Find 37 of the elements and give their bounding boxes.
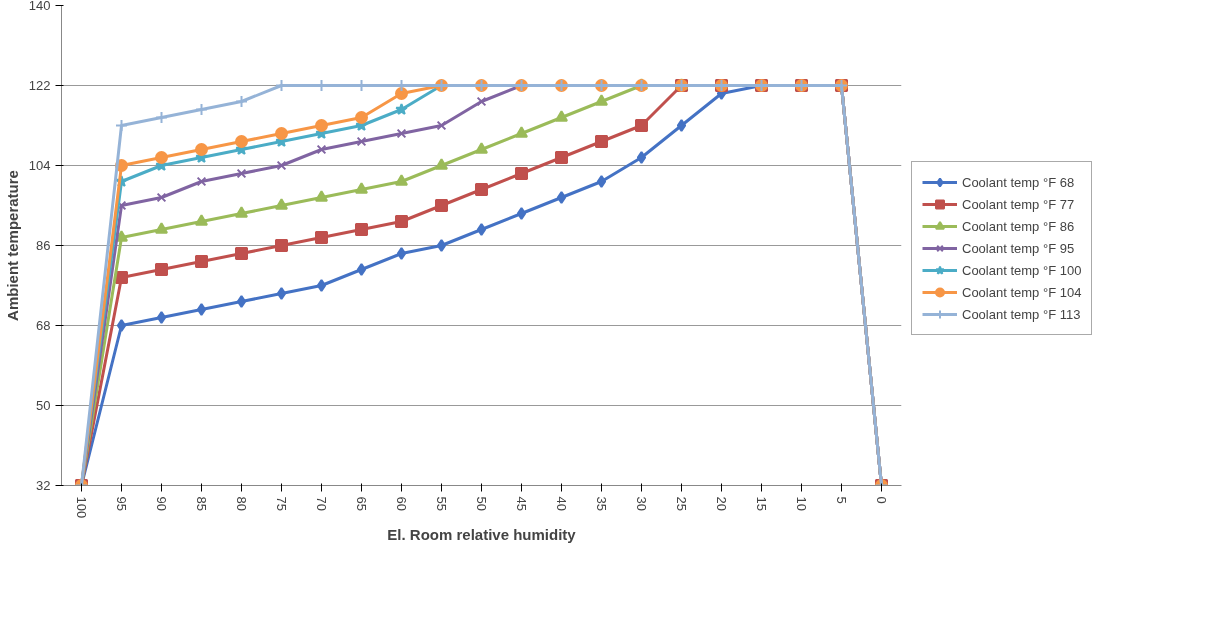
y-tick-label: 68 bbox=[36, 318, 51, 333]
y-tick-label: 50 bbox=[36, 398, 51, 413]
x-tick-label: 40 bbox=[554, 496, 569, 511]
y-tick-label: 140 bbox=[28, 0, 51, 13]
legend-label: Coolant temp °F 104 bbox=[962, 284, 1082, 300]
x-tick-label: 80 bbox=[234, 496, 249, 511]
legend-label: Coolant temp °F 113 bbox=[962, 306, 1081, 322]
legend-label: Coolant temp °F 77 bbox=[962, 196, 1075, 212]
legend-label: Coolant temp °F 68 bbox=[962, 174, 1075, 190]
x-tick-label: 70 bbox=[314, 496, 329, 511]
legend-label: Coolant temp °F 86 bbox=[962, 218, 1075, 234]
x-tick-label: 45 bbox=[514, 496, 529, 511]
x-tick-label: 95 bbox=[114, 496, 129, 511]
y-tick-label: 104 bbox=[28, 158, 51, 173]
x-tick-label: 35 bbox=[594, 496, 609, 511]
x-tick-label: 100 bbox=[74, 496, 89, 519]
y-axis-title: Ambient temperature bbox=[3, 170, 21, 321]
x-tick-label: 5 bbox=[834, 496, 849, 504]
x-tick-label: 65 bbox=[354, 496, 369, 511]
x-tick-label: 25 bbox=[674, 496, 689, 511]
y-tick-label: 32 bbox=[36, 478, 51, 493]
x-axis-title: El. Room relative humidity bbox=[387, 526, 577, 544]
x-tick-label: 60 bbox=[394, 496, 409, 511]
x-tick-label: 30 bbox=[634, 496, 649, 511]
x-tick-label: 85 bbox=[194, 496, 209, 511]
x-tick-label: 0 bbox=[874, 496, 889, 504]
x-tick-label: 10 bbox=[794, 496, 809, 511]
x-tick-label: 20 bbox=[714, 496, 729, 511]
x-tick-label: 90 bbox=[154, 496, 169, 511]
y-tick-label: 122 bbox=[28, 78, 51, 93]
x-tick-label: 55 bbox=[434, 496, 449, 511]
legend-label: Coolant temp °F 95 bbox=[962, 240, 1075, 256]
x-tick-label: 15 bbox=[754, 496, 769, 511]
legend-label: Coolant temp °F 100 bbox=[962, 262, 1082, 278]
y-tick-label: 86 bbox=[36, 238, 51, 253]
x-tick-label: 75 bbox=[274, 496, 289, 511]
x-tick-label: 50 bbox=[474, 496, 489, 511]
